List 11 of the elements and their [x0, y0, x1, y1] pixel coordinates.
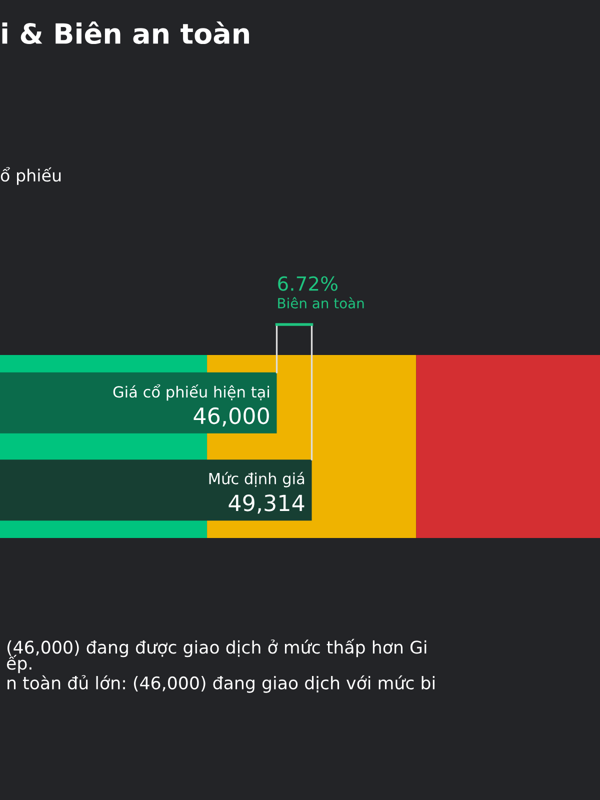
text: 6.72%: [278, 276, 338, 291]
data-label: 46,000: [194, 407, 269, 426]
chart-subtitle: ổ phiếu: [0, 167, 61, 185]
text: (46,000) đang được giao dịch ở mức thấp hơn Gi: [7, 638, 426, 658]
text: n toàn đủ lớn: (46,000) đang giao dịch với mức bi: [8, 675, 434, 693]
chart-title: i & Biên an toàn: [2, 21, 249, 44]
text: ếp.: [6, 654, 32, 674]
text: Biên an toàn: [278, 297, 364, 308]
y-tick-label: Giá cổ phiếu hiện tại: [113, 384, 269, 401]
data-label: 49,314: [228, 494, 304, 514]
y-tick-label: Mức định giá: [209, 472, 304, 488]
